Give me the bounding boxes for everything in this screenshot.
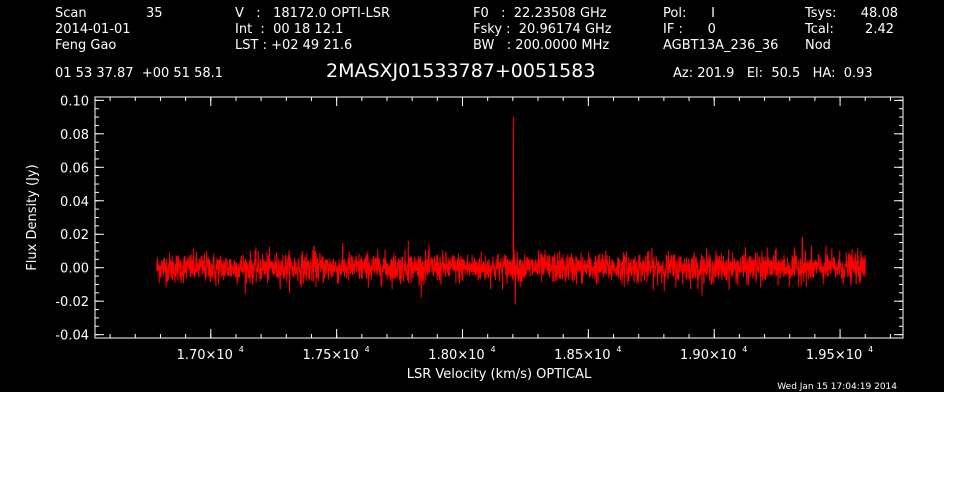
rest-frequency: F0 : 22.23508 GHz <box>473 6 607 21</box>
y-tick-label: 0.00 <box>60 262 89 277</box>
source-name: 2MASXJ01533787+0051583 <box>326 60 596 82</box>
bandwidth: BW : 200.0000 MHz <box>473 38 610 53</box>
if-number: IF : 0 <box>663 22 716 37</box>
spectrum-trace <box>156 117 866 305</box>
observation-date: 2014-01-01 <box>55 22 131 37</box>
y-tick-label: 0.06 <box>60 161 89 176</box>
x-tick-exponent: 4 <box>365 345 370 354</box>
y-axis-label: Flux Density (Jy) <box>25 164 40 270</box>
x-tick-label: 1.95×10 <box>806 348 862 363</box>
y-tick-label: -0.04 <box>55 329 89 344</box>
nod-label: Nod <box>805 38 831 53</box>
sky-frequency: Fsky : 20.96174 GHz <box>473 22 612 37</box>
x-tick-exponent: 4 <box>491 345 496 354</box>
az-el-ha: Az: 201.9 El: 50.5 HA: 0.93 <box>673 66 873 81</box>
y-tick-label: 0.02 <box>60 228 89 243</box>
sky-coordinates: 01 53 37.87 +00 51 58.1 <box>55 66 224 81</box>
scan-label: Scan <box>55 6 87 21</box>
x-tick-label: 1.80×10 <box>428 348 484 363</box>
x-tick-exponent: 4 <box>616 345 621 354</box>
x-tick-exponent: 4 <box>742 345 747 354</box>
tcal-label: Tcal: <box>805 22 834 37</box>
x-tick-label: 1.70×10 <box>177 348 233 363</box>
y-tick-label: 0.10 <box>60 94 89 109</box>
y-tick-label: -0.02 <box>55 295 89 310</box>
x-tick-exponent: 4 <box>239 345 244 354</box>
tsys-value: 48.08 <box>860 6 898 21</box>
tcal-value: 2.42 <box>865 22 894 37</box>
y-tick-label: 0.04 <box>60 195 89 210</box>
lst-info: LST : +02 49 21.6 <box>235 38 353 53</box>
timestamp: Wed Jan 15 17:04:19 2014 <box>777 382 897 392</box>
project-id: AGBT13A_236_36 <box>663 38 779 53</box>
tsys-label: Tsys: <box>805 6 837 21</box>
spectrum-panel: Scan 35 2014-01-01 Feng Gao V : 18172.0 … <box>0 0 944 392</box>
plot-frame <box>94 96 904 339</box>
x-tick-exponent: 4 <box>868 345 873 354</box>
scan-number: 35 <box>146 6 163 21</box>
x-axis-label: LSR Velocity (km/s) OPTICAL <box>407 367 592 382</box>
x-tick-label: 1.85×10 <box>554 348 610 363</box>
x-tick-label: 1.90×10 <box>680 348 736 363</box>
y-tick-label: 0.08 <box>60 128 89 143</box>
integration-time: Int : 00 18 12.1 <box>235 22 344 37</box>
x-tick-label: 1.75×10 <box>302 348 358 363</box>
polarization: Pol: I <box>663 6 715 21</box>
spectrum-chart: 1.70×10 4 1.75×10 4 1.80×10 4 1.85×10 4 1.90×10 4… <box>25 94 904 392</box>
observer-name: Feng Gao <box>55 38 117 53</box>
velocity-info: V : 18172.0 OPTI-LSR <box>235 6 391 21</box>
